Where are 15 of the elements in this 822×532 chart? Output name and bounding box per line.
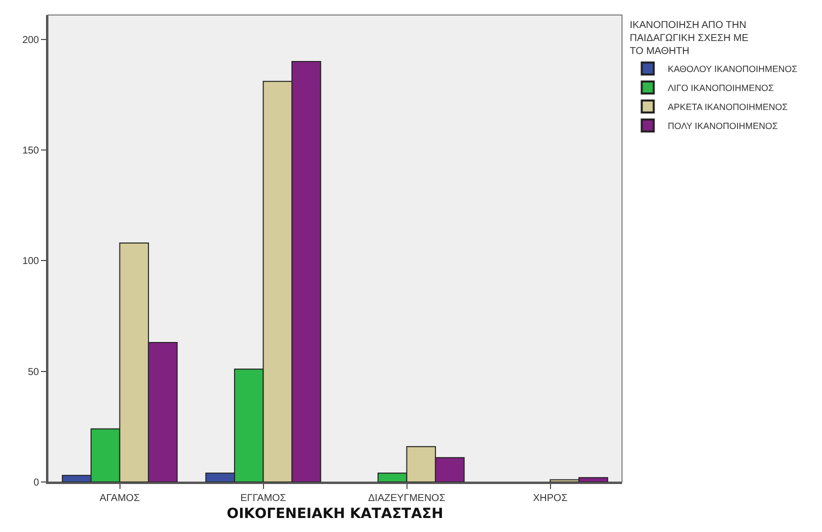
x-tick-label: ΧΗΡΟΣ: [532, 493, 568, 504]
legend-label: ΚΑΘΟΛΟΥ ΙΚΑΝΟΠΟΙΗΜΕΝΟΣ: [668, 64, 798, 74]
legend-title: ΙΚΑΝΟΠΟΙΗΣΗ ΑΠΟ ΤΗΝ ΠΑΙΔΑΓΩΓΙΚΗ ΣΧΕΣΗ ΜΕ ΤΟ ΜΑΘΗΤΗ: [630, 20, 749, 57]
legend-label: ΛΙΓΟ ΙΚΑΝΟΠΟΙΗΜΕΝΟΣ: [668, 83, 774, 94]
x-axis-title: ΟΙΚΟΓΕΝΕΙΑΚΗ ΚΑΤΑΣΤΑΣΗ: [226, 506, 444, 522]
y-tick-label: 100: [22, 256, 40, 268]
y-tick-label: 200: [22, 34, 40, 46]
x-tick-label: ΑΓΑΜΟΣ: [100, 493, 140, 504]
y-tick-label: 0: [33, 478, 40, 488]
y-tick-label: 50: [28, 366, 40, 378]
legend-label: ΑΡΚΕΤΑ ΙΚΑΝΟΠΟΙΗΜΕΝΟΣ: [668, 102, 788, 112]
legend-label: ΠΟΛΥ ΙΚΑΝΟΠΟΙΗΜΕΝΟΣ: [668, 121, 778, 132]
x-tick-label: ΕΓΓΑΜΟΣ: [240, 493, 286, 504]
y-tick-label: 150: [22, 146, 40, 157]
x-tick-label: ΔΙΑΖΕΥΓΜΕΝΟΣ: [368, 493, 446, 504]
